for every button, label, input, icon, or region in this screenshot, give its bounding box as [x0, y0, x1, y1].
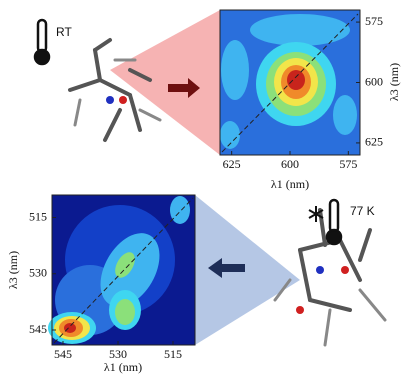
y-tick-label: 575 — [365, 14, 383, 28]
y-tick-label: 600 — [365, 74, 383, 88]
y-tick-label: 515 — [29, 209, 47, 223]
condition-label: RT — [56, 25, 72, 39]
y-tick-label: 530 — [29, 266, 47, 280]
x-tick-label: 600 — [281, 157, 299, 171]
condition-label: 77 K — [350, 204, 375, 218]
x-axis-label: λ1 (nm) — [104, 360, 142, 374]
contour-plot — [220, 10, 360, 155]
projection-cone — [195, 195, 300, 345]
y-axis-label: λ3 (nm) — [6, 251, 20, 289]
y-tick-label: 625 — [365, 135, 383, 149]
x-tick-label: 575 — [339, 157, 357, 171]
x-tick-label: 515 — [164, 347, 182, 361]
figure: RT 77 K λ1 (nm) λ3 (nm) λ1 (nm) λ3 (nm) … — [0, 0, 409, 375]
x-tick-label: 545 — [54, 347, 72, 361]
x-axis-label: λ1 (nm) — [271, 177, 309, 191]
y-tick-label: 545 — [29, 322, 47, 336]
x-tick-label: 625 — [223, 157, 241, 171]
contour-plot — [48, 195, 195, 345]
y-axis-label: λ3 (nm) — [387, 63, 401, 101]
x-tick-label: 530 — [109, 347, 127, 361]
projection-cone — [110, 10, 220, 155]
